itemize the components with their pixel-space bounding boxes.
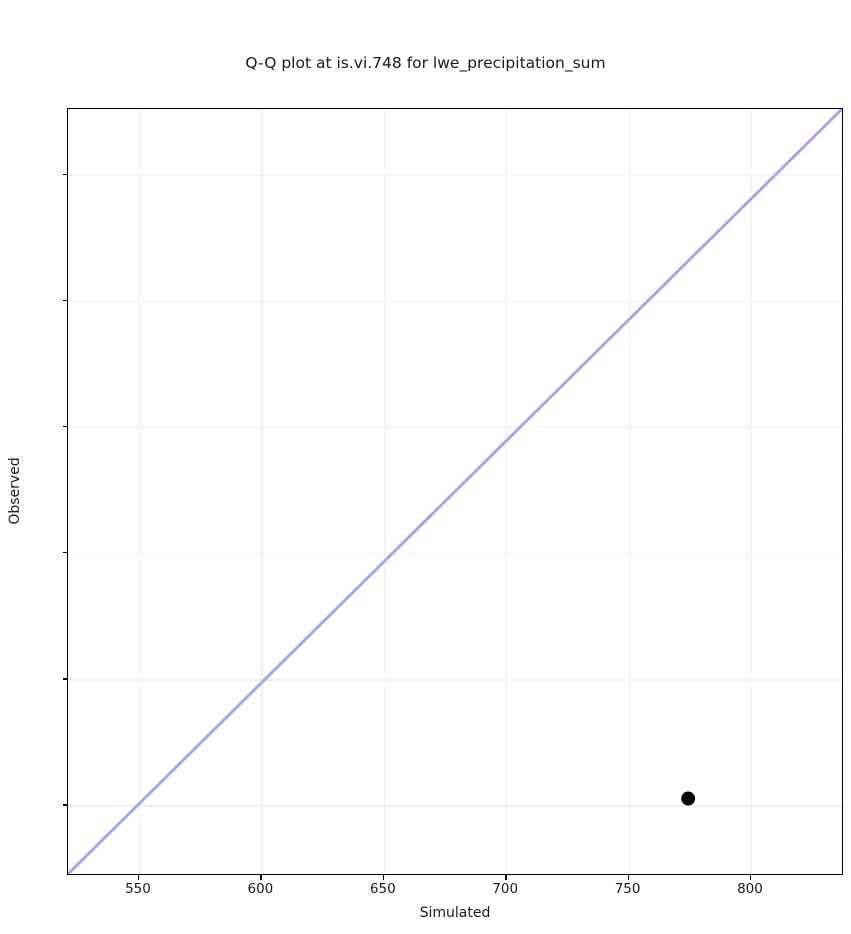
x-tick-mark xyxy=(382,875,385,880)
y-tick-mark xyxy=(62,552,67,554)
gridline-horizontal xyxy=(68,553,842,555)
x-axis-label: Simulated xyxy=(419,905,491,921)
gridline-horizontal xyxy=(68,300,842,303)
x-tick-mark xyxy=(505,875,507,880)
x-tick-label: 800 xyxy=(737,881,763,897)
data-point-marker xyxy=(681,791,696,806)
y-tick-mark xyxy=(62,804,67,806)
y-tick-mark xyxy=(62,173,67,175)
gridline-horizontal xyxy=(68,805,842,807)
x-tick-label: 650 xyxy=(369,881,396,897)
y-tick-mark xyxy=(62,425,67,428)
x-tick-label: 600 xyxy=(247,881,274,897)
plot-area xyxy=(67,108,843,875)
identity-reference-line xyxy=(68,109,842,874)
y-axis-label-wrap: Observed xyxy=(7,0,23,934)
y-axis-label: Observed xyxy=(7,457,23,525)
gridline-horizontal xyxy=(68,174,842,176)
x-tick-label: 550 xyxy=(125,881,151,897)
gridline-vertical xyxy=(628,109,630,874)
x-tick-mark xyxy=(749,875,752,880)
x-tick-label: 750 xyxy=(614,881,641,897)
gridline-vertical xyxy=(383,109,386,874)
gridline-vertical xyxy=(506,109,508,874)
gridline-vertical xyxy=(750,109,753,874)
gridline-vertical xyxy=(261,109,263,874)
gridline-horizontal xyxy=(68,679,842,681)
x-tick-mark xyxy=(260,875,262,880)
plot-canvas xyxy=(68,109,842,874)
y-tick-mark xyxy=(62,678,67,680)
figure-title-line-1: Q-Q plot at is.vi.748 for lwe_precipitat… xyxy=(245,54,606,72)
y-tick-mark xyxy=(62,299,67,302)
x-tick-mark xyxy=(137,875,140,880)
x-tick-label: 700 xyxy=(492,881,519,897)
gridline-vertical xyxy=(138,109,141,874)
gridline-horizontal xyxy=(68,426,842,429)
x-tick-mark xyxy=(627,875,629,880)
